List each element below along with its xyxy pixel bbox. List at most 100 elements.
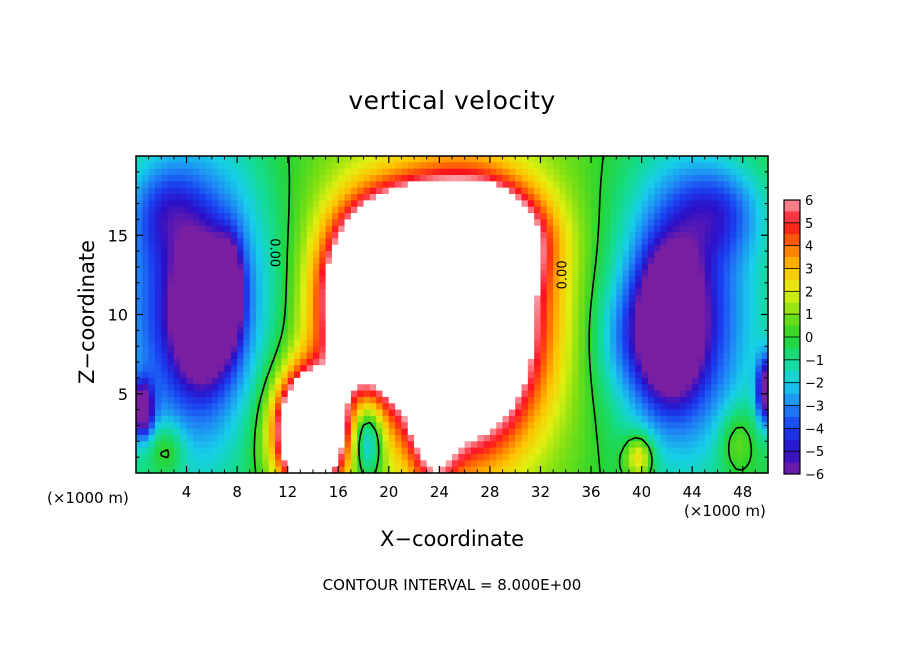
field-cell — [357, 270, 365, 278]
field-cell — [148, 396, 156, 404]
field-cell — [755, 339, 763, 347]
field-cell — [660, 327, 668, 335]
field-cell — [224, 225, 232, 233]
field-cell — [711, 251, 719, 259]
field-cell — [395, 168, 403, 176]
field-cell — [464, 187, 472, 195]
field-cell — [527, 232, 535, 240]
field-cell — [445, 441, 453, 449]
field-cell — [388, 403, 396, 411]
field-cell — [199, 257, 207, 265]
field-cell — [654, 320, 662, 328]
field-cell — [312, 396, 320, 404]
field-cell — [553, 168, 561, 176]
field-cell — [470, 460, 478, 468]
field-cell — [698, 213, 706, 220]
field-cell — [521, 320, 529, 328]
field-cell — [591, 156, 598, 163]
field-cell — [578, 282, 586, 290]
field-cell — [287, 377, 295, 385]
field-cell — [325, 244, 333, 252]
field-cell — [154, 200, 162, 208]
field-cell — [167, 346, 175, 354]
field-cell — [704, 206, 712, 214]
field-cell — [597, 263, 605, 271]
field-cell — [755, 168, 763, 176]
field-cell — [357, 314, 365, 322]
field-cell — [521, 194, 529, 201]
field-cell — [572, 162, 579, 170]
field-cell — [654, 244, 662, 252]
field-cell — [344, 244, 352, 252]
field-cell — [325, 409, 333, 417]
field-cell — [300, 308, 308, 316]
field-cell — [407, 213, 415, 220]
field-cell — [489, 358, 497, 366]
field-cell — [161, 213, 169, 220]
field-cell — [407, 181, 415, 189]
field-cell — [521, 156, 529, 163]
field-cell — [515, 339, 523, 347]
field-cell — [312, 225, 320, 233]
field-cell — [414, 194, 421, 201]
field-cell — [717, 213, 725, 220]
field-cell — [730, 257, 737, 265]
field-cell — [723, 339, 731, 347]
field-cell — [755, 327, 763, 335]
field-cell — [230, 213, 238, 220]
field-cell — [458, 390, 466, 398]
field-cell — [679, 168, 687, 176]
field-cell — [294, 244, 301, 252]
field-cell — [565, 422, 573, 430]
field-cell — [616, 187, 624, 195]
field-cell — [173, 156, 181, 163]
field-cell — [584, 371, 592, 379]
field-cell — [300, 156, 308, 163]
field-cell — [635, 270, 643, 278]
field-cell — [161, 251, 169, 259]
field-cell — [445, 181, 453, 189]
field-cell — [136, 276, 143, 284]
field-cell — [704, 162, 712, 170]
field-cell — [464, 181, 472, 189]
field-cell — [534, 295, 542, 303]
field-cell — [742, 339, 750, 347]
field-cell — [546, 422, 554, 430]
field-cell — [483, 289, 491, 297]
field-cell — [433, 339, 440, 347]
field-cell — [711, 168, 719, 176]
field-cell — [363, 282, 371, 290]
field-cell — [407, 358, 415, 366]
field-cell — [256, 314, 263, 322]
field-cell — [312, 168, 320, 176]
field-cell — [344, 225, 352, 233]
field-cell — [420, 384, 428, 392]
field-cell — [249, 301, 257, 309]
field-cell — [742, 156, 750, 163]
field-cell — [275, 409, 282, 417]
field-cell — [755, 453, 763, 461]
field-cell — [527, 219, 535, 227]
field-cell — [256, 251, 263, 259]
field-cell — [344, 175, 352, 182]
field-cell — [489, 371, 497, 379]
field-cell — [470, 441, 478, 449]
field-cell — [306, 168, 314, 176]
field-cell — [350, 232, 358, 240]
field-cell — [173, 276, 181, 284]
field-cell — [230, 415, 238, 423]
field-cell — [350, 377, 358, 385]
field-cell — [610, 403, 617, 411]
field-cell — [635, 365, 643, 373]
field-cell — [572, 289, 579, 297]
field-cell — [439, 162, 447, 170]
field-cell — [268, 187, 276, 195]
field-cell — [363, 251, 371, 259]
field-cell — [477, 333, 485, 341]
field-cell — [673, 238, 681, 246]
field-cell — [192, 213, 200, 220]
field-cell — [496, 181, 504, 189]
field-cell — [357, 225, 365, 233]
field-cell — [319, 453, 327, 461]
field-cell — [641, 276, 649, 284]
